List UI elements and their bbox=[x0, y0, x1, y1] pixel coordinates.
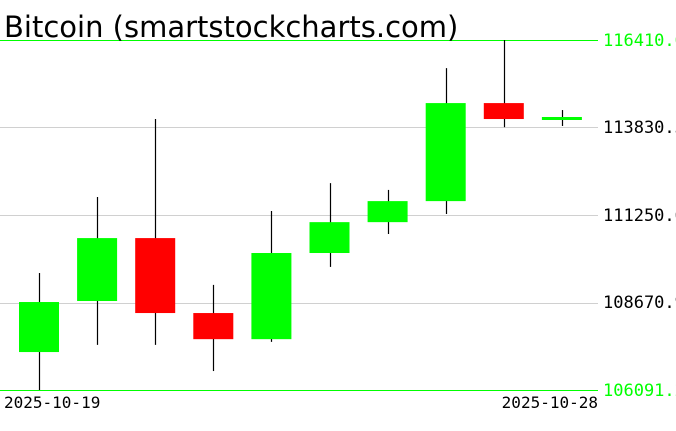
candle-body bbox=[19, 302, 59, 353]
candle-body bbox=[193, 313, 234, 340]
y-tick-label: 116410.0 bbox=[603, 31, 676, 51]
x-tick-label-end: 2025-10-28 bbox=[502, 393, 598, 412]
y-tick-label: 106091.2 bbox=[603, 381, 676, 401]
candle-body bbox=[541, 116, 582, 120]
candle-body bbox=[77, 238, 118, 302]
y-tick-label: 111250.6 bbox=[603, 206, 676, 226]
candle bbox=[541, 110, 582, 126]
candle-body bbox=[367, 201, 408, 223]
candle-body bbox=[251, 253, 292, 340]
candle bbox=[483, 40, 524, 128]
candles bbox=[19, 40, 582, 391]
candle bbox=[19, 273, 59, 391]
y-tick-label: 113830.3 bbox=[603, 118, 676, 138]
candle-body bbox=[135, 238, 176, 314]
chart-title: Bitcoin (smartstockcharts.com) bbox=[4, 10, 458, 44]
y-tick-label: 108670.9 bbox=[603, 293, 676, 313]
candle-body bbox=[425, 103, 466, 202]
y-axis-labels: 116410.0 113830.3 111250.6 108670.9 1060… bbox=[603, 31, 676, 401]
candle bbox=[309, 183, 350, 267]
candle bbox=[251, 210, 292, 342]
x-tick-label-start: 2025-10-19 bbox=[4, 393, 100, 412]
candle bbox=[135, 119, 176, 345]
candle-body bbox=[483, 103, 524, 120]
candle bbox=[193, 284, 234, 372]
gridlines bbox=[0, 40, 598, 391]
candle bbox=[425, 68, 466, 215]
candle bbox=[77, 197, 118, 345]
candle-body bbox=[309, 222, 350, 254]
candle bbox=[367, 189, 408, 235]
